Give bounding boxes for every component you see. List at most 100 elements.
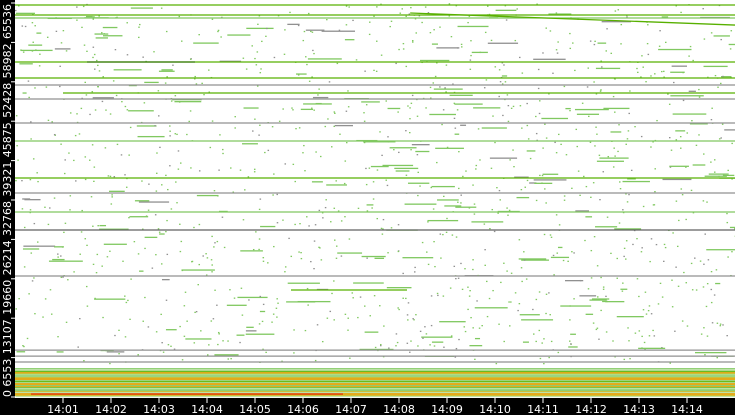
scatter-point xyxy=(577,170,580,172)
scatter-point xyxy=(284,271,286,273)
scatter-point xyxy=(507,104,510,107)
scatter-point xyxy=(542,173,559,175)
scatter-point xyxy=(668,103,671,105)
scatter-point xyxy=(94,33,109,35)
scatter-point xyxy=(73,271,75,273)
scatter-point xyxy=(548,93,550,95)
scatter-point xyxy=(128,217,130,219)
scatter-point xyxy=(416,115,419,117)
scatter-point xyxy=(219,134,221,136)
scatter-point xyxy=(93,16,95,18)
scatter-point xyxy=(674,330,676,332)
scatter-point xyxy=(67,279,69,281)
scatter-point xyxy=(652,141,654,143)
scatter-point xyxy=(164,82,167,84)
scatter-point xyxy=(211,271,213,273)
scatter-point xyxy=(343,182,346,185)
scatter-point xyxy=(32,41,34,43)
scatter-point xyxy=(452,83,454,85)
scatter-point xyxy=(130,7,153,9)
scatter-point xyxy=(539,174,541,177)
scatter-point xyxy=(211,264,213,266)
scatter-point xyxy=(437,199,459,201)
scatter-point xyxy=(569,47,572,50)
scatter-point xyxy=(73,159,75,162)
scatter-point xyxy=(261,320,264,323)
scatter-point xyxy=(46,36,49,38)
scatter-point xyxy=(200,330,202,332)
scatter-point xyxy=(670,149,673,151)
scatter-point xyxy=(273,56,276,59)
scatter-point xyxy=(514,176,529,178)
scatter-point xyxy=(34,87,36,89)
band-row xyxy=(15,373,735,375)
scatter-point xyxy=(53,197,56,199)
scatter-point xyxy=(519,314,540,316)
scatter-point xyxy=(435,147,464,149)
scatter-point xyxy=(675,130,686,132)
x-tick-label: 14:07 xyxy=(335,403,367,415)
scatter-point xyxy=(602,286,605,288)
scatter-point xyxy=(448,3,451,5)
scatter-point xyxy=(643,341,646,344)
band-row xyxy=(15,396,735,398)
scatter-point xyxy=(585,216,593,218)
scatter-point xyxy=(661,70,663,73)
scatter-point xyxy=(92,225,94,227)
scatter-point xyxy=(114,49,117,51)
scatter-point xyxy=(189,58,192,60)
scatter-point xyxy=(115,94,118,97)
scatter-point xyxy=(388,347,390,349)
scatter-point xyxy=(155,331,158,333)
scatter-point xyxy=(644,291,647,293)
scatter-point xyxy=(31,280,34,282)
scatter-point xyxy=(619,181,621,183)
scatter-point xyxy=(124,105,127,108)
scatter-point xyxy=(464,330,467,333)
scatter-point xyxy=(106,256,109,258)
scatter-point xyxy=(499,199,501,201)
scatter-point xyxy=(23,345,25,348)
scatter-point xyxy=(446,217,448,220)
scatter-point xyxy=(55,30,58,33)
scatter-point xyxy=(23,245,56,247)
scatter-point xyxy=(373,69,375,72)
scatter-point xyxy=(521,280,523,283)
scatter-point xyxy=(597,42,607,44)
scatter-point xyxy=(671,306,674,308)
scatter-point xyxy=(471,221,504,223)
scatter-point xyxy=(487,5,489,7)
scatter-point xyxy=(504,5,507,7)
y-tick-label: 26214 xyxy=(1,240,14,275)
scatter-point xyxy=(366,210,369,212)
scatter-point xyxy=(210,259,213,261)
scatter-point xyxy=(44,298,47,300)
scatter-point xyxy=(717,86,719,88)
scatter-point xyxy=(599,157,629,159)
scatter-point xyxy=(456,47,459,49)
scatter-point xyxy=(539,357,542,360)
scatter-point xyxy=(529,182,537,184)
scatter-point xyxy=(568,346,578,348)
scatter-point xyxy=(495,362,498,365)
scatter-point xyxy=(402,272,404,275)
scatter-point xyxy=(451,234,454,236)
scatter-point xyxy=(538,329,541,332)
scatter-point xyxy=(473,213,476,215)
scatter-point xyxy=(335,257,338,259)
scatter-point xyxy=(258,15,261,17)
scatter-point xyxy=(85,94,88,96)
scatter-point xyxy=(216,304,218,306)
scatter-point xyxy=(21,25,24,27)
scatter-point xyxy=(92,18,95,20)
scatter-point xyxy=(525,278,528,280)
x-tick-label: 14:08 xyxy=(383,403,415,415)
scatter-point xyxy=(573,298,575,300)
scatter-point xyxy=(319,247,321,249)
scatter-point xyxy=(536,139,538,142)
scatter-point xyxy=(329,310,332,313)
scatter-point xyxy=(60,276,63,278)
scatter-point xyxy=(507,120,510,123)
scatter-point xyxy=(253,168,256,170)
scatter-point xyxy=(177,168,180,170)
